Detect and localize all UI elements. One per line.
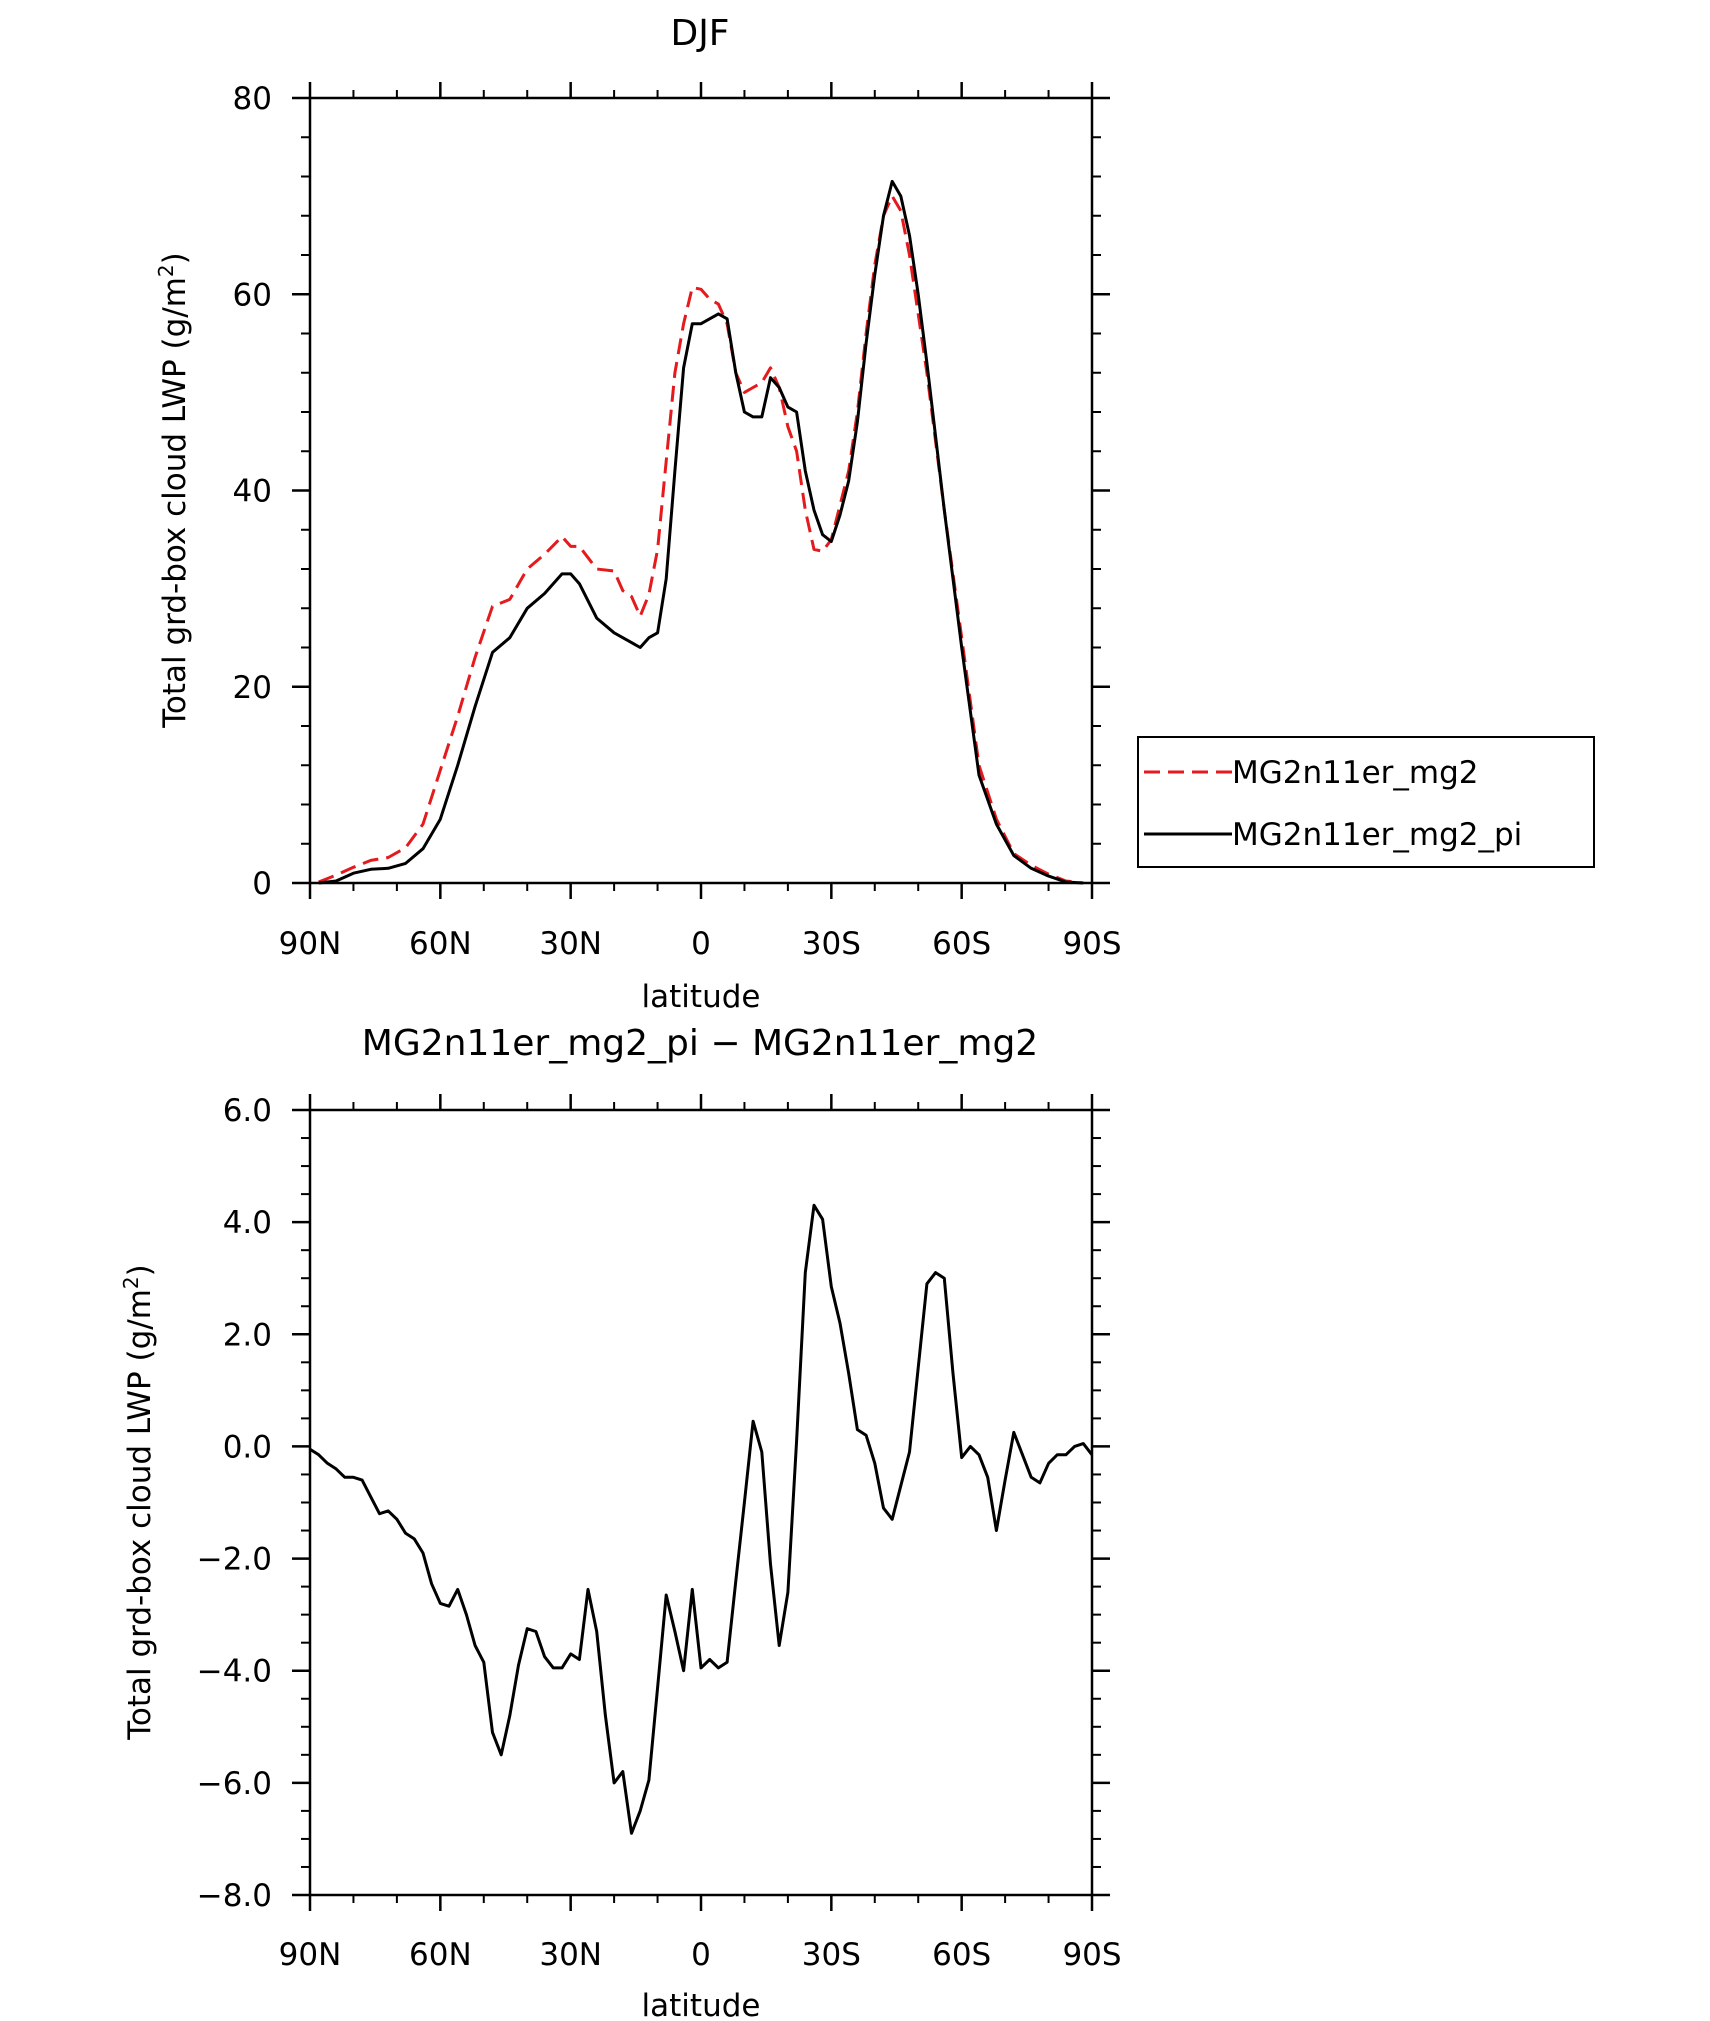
x-tick-label: 60N <box>409 1937 472 1973</box>
y-tick-label: 6.0 <box>223 1093 272 1129</box>
y-tick-label: −6.0 <box>197 1766 272 1802</box>
x-tick-label: 60N <box>409 926 472 962</box>
x-axis-label: latitude <box>642 1988 761 2021</box>
x-tick-label: 30S <box>802 926 861 962</box>
y-tick-label: 0.0 <box>223 1429 272 1465</box>
y-axis-label: Total grd-box cloud LWP (g/m2) <box>119 1264 158 1741</box>
plot-frame <box>308 1108 1094 1897</box>
y-tick-label: 20 <box>233 670 272 706</box>
x-tick-label: 0 <box>691 1937 711 1973</box>
x-tick-label: 90S <box>1062 926 1121 962</box>
y-tick-label: 40 <box>233 474 272 510</box>
x-tick-label: 60S <box>932 926 991 962</box>
x-tick-label: 30N <box>539 1937 602 1973</box>
series-line-1 <box>318 194 1084 885</box>
chart-title: MG2n11er_mg2_pi − MG2n11er_mg2 <box>362 1023 1038 1064</box>
x-tick-label: 90S <box>1062 1937 1121 1973</box>
series-line-1 <box>309 1203 1094 1835</box>
legend-label-2: MG2n11er_mg2_pi <box>1232 817 1522 853</box>
y-tick-label: −2.0 <box>197 1542 272 1578</box>
y-tick-label: 80 <box>233 81 272 117</box>
x-tick-label: 30S <box>802 1937 861 1973</box>
y-tick-label: 4.0 <box>223 1205 272 1241</box>
legend-box <box>1137 736 1595 868</box>
chart-title: DJF <box>670 13 729 54</box>
x-tick-label: 90N <box>279 926 342 962</box>
x-tick-label: 90N <box>279 1937 342 1973</box>
x-tick-label: 60S <box>932 1937 991 1973</box>
y-axis-label: Total grd-box cloud LWP (g/m2) <box>154 252 193 729</box>
series-line-2 <box>318 179 1084 885</box>
y-tick-label: −4.0 <box>197 1654 272 1690</box>
x-tick-label: 30N <box>539 926 602 962</box>
y-tick-label: 2.0 <box>223 1317 272 1353</box>
chart-bottom: MG2n11er_mg2_pi − MG2n11er_mg2 90N 60N 30N… <box>119 1023 1122 2021</box>
x-axis-label: latitude <box>642 979 761 1015</box>
legend: MG2n11er_mg2 MG2n11er_mg2_pi <box>1137 736 1595 868</box>
y-tick-label: −8.0 <box>197 1878 272 1914</box>
legend-label-1: MG2n11er_mg2 <box>1232 755 1479 791</box>
chart-top: DJF 90N 60N 30N 0 30S 60S 90S 0 20 40 60 80 latitude… <box>154 13 1595 1015</box>
y-tick-label: 0 <box>252 866 272 902</box>
x-tick-label: 0 <box>691 926 711 962</box>
y-tick-label: 60 <box>233 277 272 313</box>
plot-frame <box>308 96 1094 885</box>
